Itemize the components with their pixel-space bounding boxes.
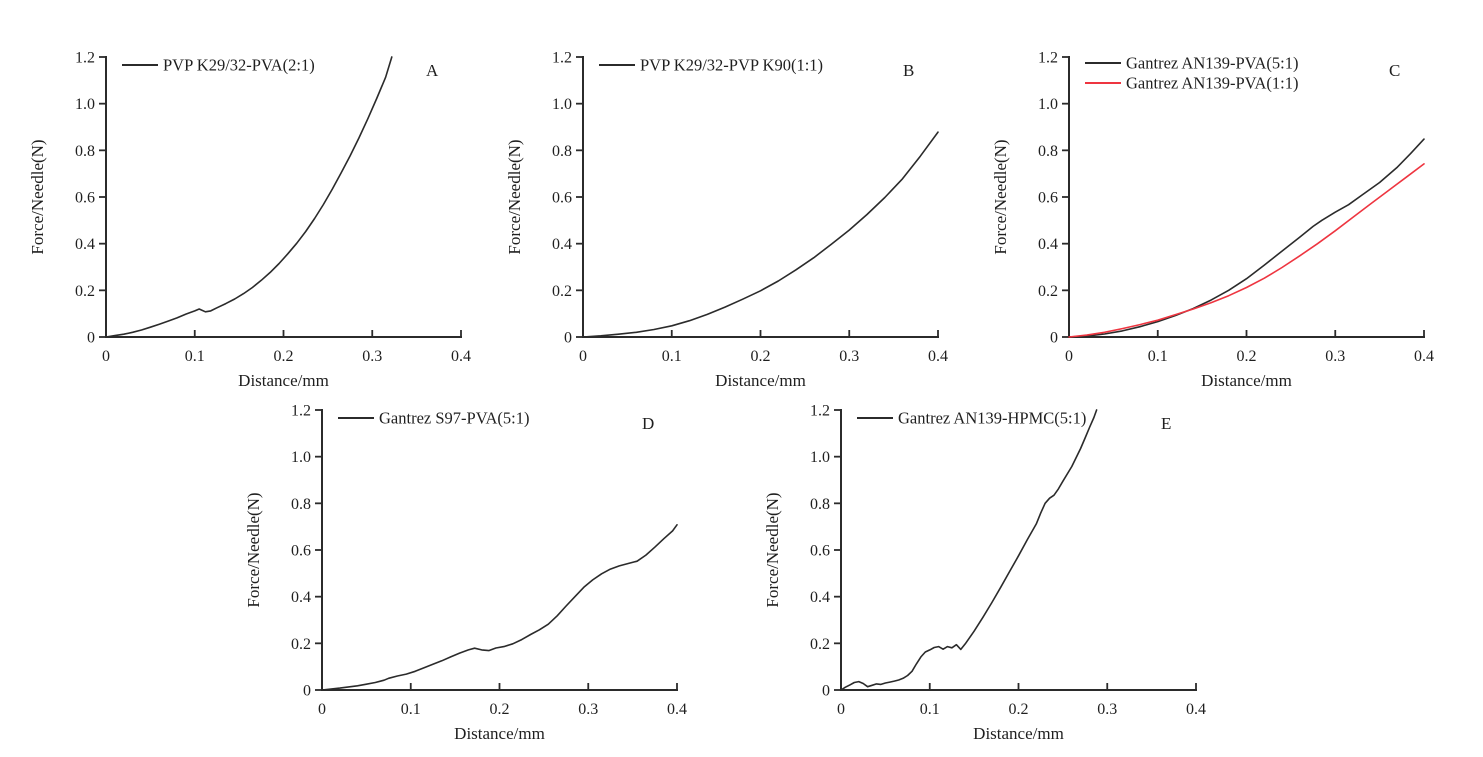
y-tick-label: 0 [822,683,830,700]
y-tick-label: 1.0 [75,96,95,113]
y-tick-label: 1.2 [75,50,95,67]
legend-label: Gantrez AN139-HPMC(5:1) [898,409,1086,428]
y-tick-label: 0.8 [291,496,311,513]
series-curve-1 [1068,138,1425,338]
y-tick-label: 0.6 [552,190,572,207]
x-axis-title: Distance/mm [238,371,329,390]
x-tick-label: 0.1 [401,701,421,718]
x-tick-label: 0.2 [490,701,510,718]
y-tick-label: 1.0 [810,449,830,466]
legend-label: Gantrez AN139-PVA(1:1) [1126,74,1298,93]
x-tick-label: 0.4 [451,348,471,365]
series-curve-1 [840,409,1098,691]
y-tick-label: 0 [1050,330,1058,347]
y-tick-label: 0.8 [1038,143,1058,160]
x-tick-label: 0.2 [751,348,771,365]
y-tick-label: 0.4 [291,589,311,606]
y-tick-label: 0.8 [75,143,95,160]
panel-letter: D [642,414,654,433]
y-axis-title: Force/Needle(N) [505,139,524,254]
y-tick-label: 1.0 [291,449,311,466]
panel-letter: C [1389,61,1400,80]
chart-panel-D: 0 0.1 0.2 0.3 0.4 0 0.2 0.4 0.6 0.8 1.0 1.2 Distance… [244,403,687,744]
x-tick-label: 0.1 [920,701,940,718]
x-tick-label: 0.3 [1325,348,1345,365]
y-tick-label: 0.2 [552,283,572,300]
y-tick-label: 1.2 [291,403,311,420]
y-tick-label: 0.2 [75,283,95,300]
y-tick-label: 0.2 [291,636,311,653]
x-tick-label: 0.1 [1148,348,1168,365]
x-tick-label: 0.4 [928,348,948,365]
y-tick-label: 0 [87,330,95,347]
x-tick-label: 0.4 [1186,701,1206,718]
x-axis-title: Distance/mm [454,724,545,743]
y-tick-label: 0.4 [75,236,95,253]
panel-letter: E [1161,414,1171,433]
y-tick-label: 0.4 [552,236,572,253]
x-axis-title: Distance/mm [1201,371,1292,390]
y-tick-label: 0.2 [1038,283,1058,300]
y-tick-label: 0.4 [810,589,830,606]
y-tick-label: 0.4 [1038,236,1058,253]
x-tick-label: 0 [318,701,326,718]
y-tick-label: 1.2 [552,50,572,67]
x-axis-title: Distance/mm [973,724,1064,743]
y-tick-label: 0 [564,330,572,347]
y-axis-title: Force/Needle(N) [763,492,782,607]
y-tick-label: 0.6 [75,190,95,207]
x-tick-label: 0 [579,348,587,365]
y-axis-title: Force/Needle(N) [28,139,47,254]
y-tick-label: 0.6 [810,543,830,560]
panel-letter: A [426,61,439,80]
chart-panel-B: 0 0.1 0.2 0.3 0.4 0 0.2 0.4 0.6 0.8 1.0 1.2 Distance… [505,50,948,391]
series-curve-1 [582,131,939,338]
y-tick-label: 0.8 [552,143,572,160]
y-tick-label: 1.2 [810,403,830,420]
chart-panel-E: 0 0.1 0.2 0.3 0.4 0 0.2 0.4 0.6 0.8 1.0 1.2 Distance… [763,403,1206,744]
legend-label: Gantrez AN139-PVA(5:1) [1126,54,1298,73]
x-tick-label: 0.4 [1414,348,1434,365]
x-tick-label: 0.2 [1009,701,1029,718]
x-tick-label: 0.1 [662,348,682,365]
y-tick-label: 1.0 [1038,96,1058,113]
chart-panel-A: 0 0.1 0.2 0.3 0.4 0 0.2 0.4 0.6 0.8 1.0 1.2 Distance… [28,50,471,391]
x-tick-label: 0.3 [1097,701,1117,718]
x-tick-label: 0.1 [185,348,205,365]
y-axis-title: Force/Needle(N) [244,492,263,607]
panel-letter: B [903,61,914,80]
x-tick-label: 0 [837,701,845,718]
x-axis-title: Distance/mm [715,371,806,390]
series-curve-1 [321,524,678,691]
y-tick-label: 0.6 [1038,190,1058,207]
legend-label: PVP K29/32-PVA(2:1) [163,56,315,75]
x-tick-label: 0 [102,348,110,365]
legend-label: PVP K29/32-PVP K90(1:1) [640,56,823,75]
chart-panel-C: 0 0.1 0.2 0.3 0.4 0 0.2 0.4 0.6 0.8 1.0 1.2 Distance… [991,50,1434,391]
x-tick-label: 0.3 [362,348,382,365]
y-tick-label: 0 [303,683,311,700]
x-tick-label: 0.3 [578,701,598,718]
legend-label: Gantrez S97-PVA(5:1) [379,409,529,428]
y-tick-label: 0.6 [291,543,311,560]
x-tick-label: 0 [1065,348,1073,365]
x-tick-label: 0.3 [839,348,859,365]
y-tick-label: 1.2 [1038,50,1058,67]
series-curve-2 [1068,163,1425,338]
x-tick-label: 0.4 [667,701,687,718]
y-tick-label: 1.0 [552,96,572,113]
x-tick-label: 0.2 [274,348,294,365]
series-curve-1 [105,56,393,338]
y-tick-label: 0.2 [810,636,830,653]
x-tick-label: 0.2 [1237,348,1257,365]
y-tick-label: 0.8 [810,496,830,513]
y-axis-title: Force/Needle(N) [991,139,1010,254]
